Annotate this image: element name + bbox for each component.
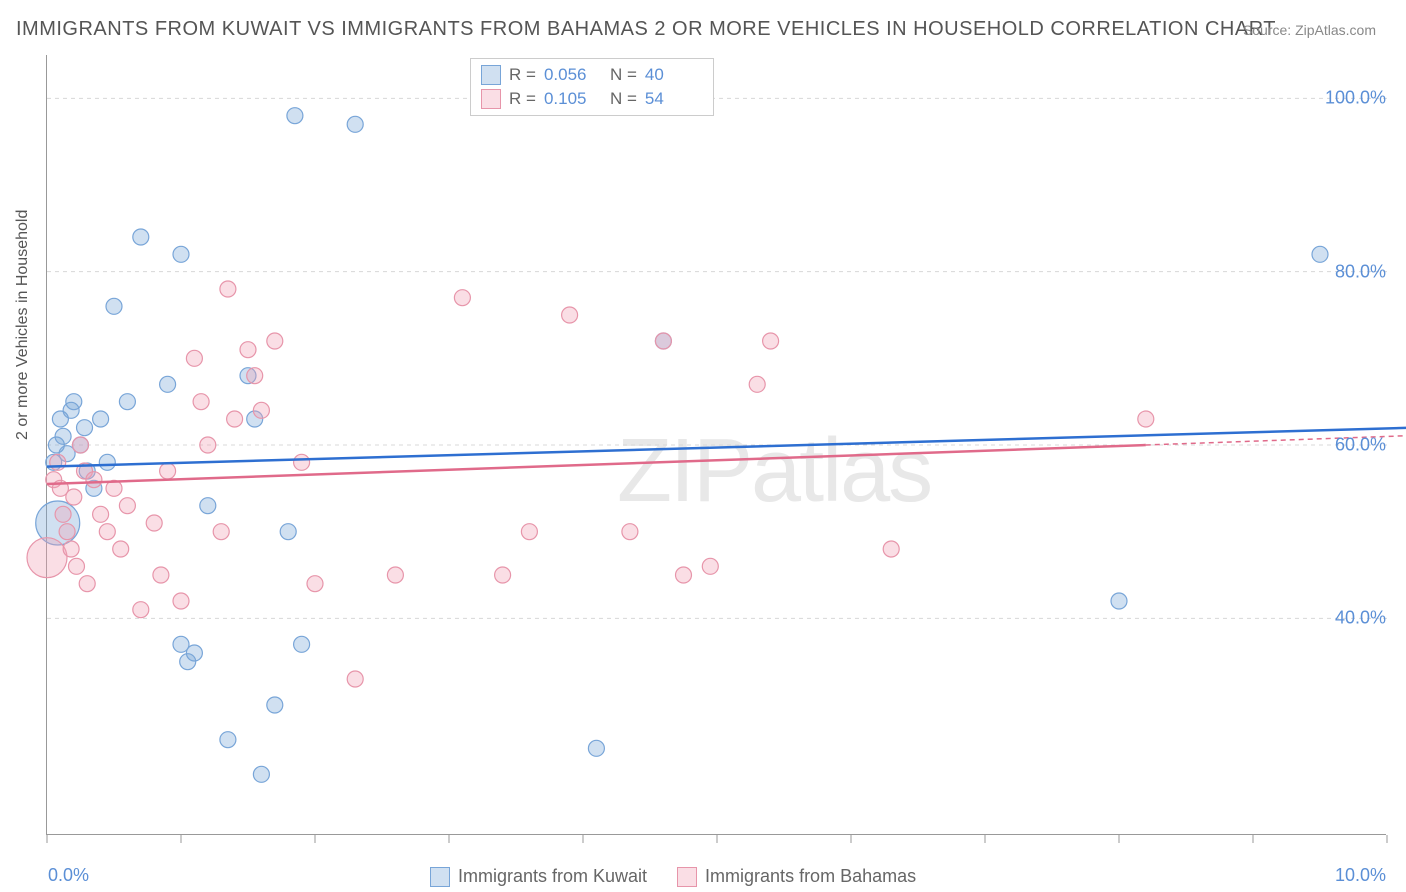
y-tick-label: 60.0% (1335, 435, 1386, 456)
plot-area: ZIPatlas (46, 55, 1386, 835)
legend-swatch (430, 867, 450, 887)
y-tick-label: 40.0% (1335, 608, 1386, 629)
legend-n-value: 40 (645, 65, 703, 85)
legend-series-label: Immigrants from Bahamas (705, 866, 916, 887)
source-attribution: Source: ZipAtlas.com (1243, 22, 1376, 38)
legend-stat-row: R = 0.056 N = 40 (481, 63, 703, 87)
legend-r-label: R = (509, 65, 536, 85)
legend-stats: R = 0.056 N = 40 R = 0.105 N = 54 (470, 58, 714, 116)
legend-swatch (677, 867, 697, 887)
legend-n-label: N = (610, 65, 637, 85)
legend-r-label: R = (509, 89, 536, 109)
y-tick-label: 80.0% (1335, 261, 1386, 282)
y-tick-label: 100.0% (1325, 88, 1386, 109)
chart-svg (47, 55, 1386, 834)
x-tick-label-min: 0.0% (48, 865, 89, 886)
legend-series-item: Immigrants from Kuwait (430, 866, 647, 887)
legend-swatch (481, 89, 501, 109)
legend-series-item: Immigrants from Bahamas (677, 866, 916, 887)
y-axis-label: 2 or more Vehicles in Household (14, 210, 32, 440)
x-tick-label-max: 10.0% (1335, 865, 1386, 886)
legend-swatch (481, 65, 501, 85)
legend-n-value: 54 (645, 89, 703, 109)
legend-r-value: 0.056 (544, 65, 602, 85)
legend-r-value: 0.105 (544, 89, 602, 109)
legend-series-label: Immigrants from Kuwait (458, 866, 647, 887)
legend-n-label: N = (610, 89, 637, 109)
legend-stat-row: R = 0.105 N = 54 (481, 87, 703, 111)
chart-title: IMMIGRANTS FROM KUWAIT VS IMMIGRANTS FRO… (16, 18, 1276, 41)
legend-series: Immigrants from Kuwait Immigrants from Ba… (430, 866, 916, 887)
